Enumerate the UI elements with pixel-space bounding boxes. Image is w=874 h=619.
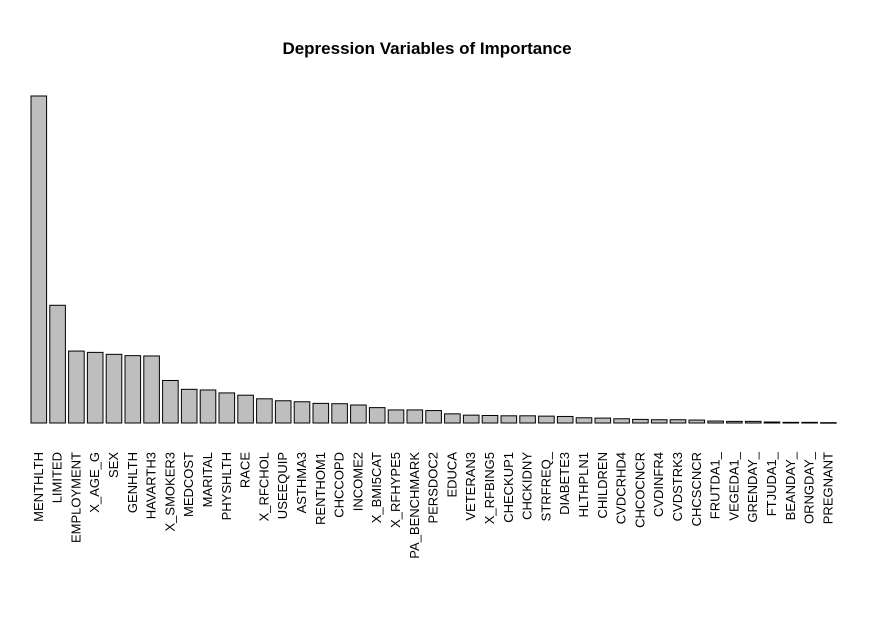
- bar-beanday-: [782, 421, 800, 424]
- x-tick-label: ASTHMA3: [294, 452, 309, 513]
- x-tick-label: PERSDOC2: [426, 452, 441, 524]
- bar-checkup1: [500, 415, 518, 424]
- x-tick-label: BEANDAY_: [783, 451, 798, 520]
- bar-cvdstrk3: [669, 419, 687, 424]
- x-tick-label: CVDSTRK3: [670, 452, 685, 521]
- bar-strfreq-: [538, 415, 555, 424]
- x-tick-label: X_AGE_G: [87, 452, 102, 513]
- x-tick-label: HLTHPLN1: [576, 452, 591, 518]
- x-tick-label: CVDCRHD4: [614, 452, 629, 524]
- bar-chcscncr: [688, 419, 706, 424]
- bar-persdoc2: [425, 410, 442, 424]
- bar-x-rfbing5: [481, 414, 499, 424]
- bar-chcocncr: [632, 418, 649, 424]
- bar-employment: [68, 350, 85, 424]
- bar-race: [237, 394, 254, 424]
- bar-orngday-: [801, 421, 818, 424]
- x-tick-label: HAVARTH3: [144, 452, 159, 519]
- x-tick-label: CHECKUP1: [501, 452, 516, 523]
- bar-menthlth: [30, 95, 48, 424]
- bar-vegeda1-: [726, 420, 743, 424]
- x-tick-label: GENHLTH: [125, 452, 140, 513]
- bar-x-rfchol: [256, 398, 273, 424]
- bar-cvdinfr4: [650, 419, 668, 424]
- x-tick-label: VEGEDA1_: [726, 451, 741, 520]
- x-tick-label: GRENDAY_: [745, 451, 760, 522]
- bar-limited: [49, 304, 66, 424]
- x-tick-label: RACE: [238, 452, 253, 488]
- bar-diabete3: [556, 415, 574, 424]
- x-tick-label: MARITAL: [200, 452, 215, 507]
- x-tick-label: CHCSCNCR: [689, 452, 704, 526]
- x-tick-label: MEDCOST: [181, 452, 196, 517]
- x-tick-label: FRUTDA1_: [708, 451, 723, 519]
- x-tick-label: VETERAN3: [463, 452, 478, 521]
- bar-x-bmi5cat: [368, 407, 386, 424]
- x-tick-label: ORNGDAY_: [802, 451, 817, 524]
- x-tick-label: X_RFCHOL: [256, 452, 271, 521]
- x-tick-label: PA_BENCHMARK: [407, 452, 422, 559]
- bar-havarth3: [143, 355, 160, 424]
- bar-x-rfhype5: [387, 409, 405, 424]
- bar-x-smoker3: [162, 379, 179, 424]
- bar-marital: [199, 389, 217, 424]
- bar-children: [594, 417, 612, 424]
- bar-x-age-g: [86, 351, 104, 424]
- x-tick-label: FTJUDA1_: [764, 451, 779, 516]
- bar-veteran3: [462, 414, 480, 424]
- bar-physhlth: [218, 392, 236, 424]
- x-tick-label: EMPLOYMENT: [68, 452, 83, 543]
- bar-grenday-: [744, 420, 762, 424]
- bar-hlthpln1: [575, 417, 593, 424]
- bar-educa: [444, 413, 461, 424]
- bar-genhlth: [124, 355, 142, 424]
- x-tick-label: PHYSHLTH: [219, 452, 234, 520]
- x-tick-label: RENTHOM1: [313, 452, 328, 525]
- bars-group: [30, 95, 837, 424]
- bar-sex: [105, 353, 123, 424]
- bar-income2: [350, 404, 367, 424]
- x-tick-label: X_RFHYPE5: [388, 452, 403, 528]
- bar-useequip: [274, 400, 292, 424]
- x-tick-label: X_RFBING5: [482, 452, 497, 524]
- bar-asthma3: [293, 401, 311, 424]
- bar-pa-benchmark: [406, 409, 424, 424]
- x-tick-label: USEEQUIP: [275, 452, 290, 519]
- x-tick-label: DIABETE3: [557, 452, 572, 515]
- x-tick-label: X_SMOKER3: [162, 452, 177, 531]
- x-tick-label: SEX: [106, 452, 121, 478]
- bar-chckidny: [519, 415, 536, 424]
- x-tick-label: X_BMI5CAT: [369, 452, 384, 523]
- bar-renthom1: [312, 402, 330, 424]
- x-tick-label: STRFREQ_: [538, 451, 553, 521]
- x-tick-label: CHCOCNCR: [632, 452, 647, 528]
- bar-chccopd: [331, 403, 348, 424]
- x-tick-label: LIMITED: [50, 452, 65, 503]
- bar-frutda1-: [707, 420, 724, 424]
- x-tick-label: CVDINFR4: [651, 452, 666, 517]
- bar-cvdcrhd4: [613, 418, 630, 424]
- x-tick-label: CHILDREN: [595, 452, 610, 518]
- x-tick-label: CHCCOPD: [332, 452, 347, 518]
- bar-pregnant: [820, 422, 837, 424]
- x-tick-label: PREGNANT: [820, 452, 835, 524]
- x-tick-label: INCOME2: [350, 452, 365, 511]
- x-tick-labels-group: MENTHLTH LIMITED EMPLOYMENT X_AGE_G SEX GENHL…: [31, 451, 836, 558]
- bar-ftjuda1-: [763, 421, 781, 424]
- x-tick-label: MENTHLTH: [31, 452, 46, 522]
- x-tick-label: CHCKIDNY: [520, 452, 535, 520]
- bar-medcost: [180, 388, 198, 424]
- chart-title: Depression Variables of Importance: [282, 39, 571, 58]
- x-tick-label: EDUCA: [444, 452, 459, 498]
